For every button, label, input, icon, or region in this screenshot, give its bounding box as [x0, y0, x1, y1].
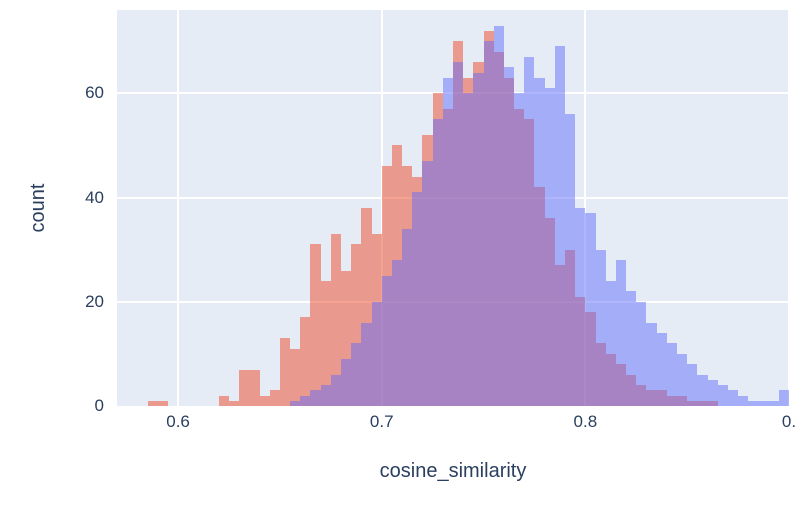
blue-histogram-bar [636, 301, 647, 406]
red-histogram-bar [269, 390, 280, 406]
blue-histogram-bar [330, 374, 341, 406]
red-histogram-bar [290, 348, 301, 406]
red-histogram-bar [300, 317, 311, 406]
blue-histogram-bar [310, 390, 321, 406]
red-histogram-bar [147, 400, 158, 406]
red-histogram-bar [249, 369, 260, 406]
blue-histogram-bar [514, 93, 525, 406]
blue-histogram-bar [768, 400, 779, 406]
y-axis-title: count [26, 183, 49, 233]
blue-histogram-bar [453, 62, 464, 406]
blue-histogram-bar [758, 400, 769, 406]
x-gridline [177, 10, 180, 406]
blue-histogram-bar [534, 77, 545, 406]
y-tick-label: 60 [85, 83, 104, 103]
blue-histogram-bar [697, 374, 708, 406]
y-tick-label: 20 [85, 291, 104, 311]
blue-histogram-bar [727, 390, 739, 406]
blue-histogram-bar [351, 343, 362, 406]
blue-histogram-bar [422, 161, 433, 406]
blue-histogram-bar [595, 249, 606, 406]
blue-histogram-bar [575, 208, 586, 406]
blue-histogram-bar [290, 400, 301, 406]
plot-area [117, 10, 790, 406]
blue-histogram-bar [585, 213, 596, 406]
blue-histogram-bar [626, 291, 637, 406]
x-tick-label: 0.6 [166, 412, 190, 431]
y-tick-label: 40 [85, 187, 104, 207]
x-tick-label: 0.8 [573, 412, 598, 431]
blue-histogram-bar [442, 77, 453, 406]
blue-histogram-bar [361, 322, 372, 406]
x-tick-label: 0. [781, 412, 797, 431]
blue-histogram-bar [565, 114, 576, 406]
red-histogram-bar [229, 400, 240, 406]
red-histogram-bar [330, 234, 341, 406]
red-histogram-bar [259, 395, 270, 406]
y-tick-label: 0 [94, 396, 104, 415]
blue-histogram-bar [778, 390, 789, 406]
x-tick-label: 0.7 [369, 412, 394, 431]
blue-histogram-bar [666, 343, 677, 406]
blue-histogram-bar [320, 385, 331, 406]
blue-histogram-bar [381, 275, 392, 406]
blue-histogram-bar [656, 333, 667, 406]
blue-histogram-bar [524, 56, 535, 406]
blue-histogram-bar [605, 280, 616, 406]
blue-histogram-bar [371, 301, 382, 406]
blue-histogram-bar [503, 67, 515, 406]
red-histogram-bar [310, 244, 321, 406]
blue-histogram-bar [677, 353, 688, 406]
red-histogram-bar [218, 395, 229, 406]
blue-histogram-bar [412, 192, 423, 406]
blue-histogram-bar [615, 260, 627, 406]
blue-histogram-bar [473, 72, 484, 406]
blue-histogram-bar [554, 46, 565, 406]
blue-histogram-bar [493, 25, 504, 406]
red-histogram-bar [157, 400, 168, 406]
blue-histogram-bar [300, 395, 311, 406]
red-histogram-bar [361, 208, 372, 406]
red-histogram-bar [320, 280, 331, 406]
x-axis-title: cosine_similarity [379, 460, 527, 482]
red-histogram-bar [239, 369, 250, 406]
blue-histogram-bar [707, 379, 718, 406]
blue-histogram-layer [117, 10, 789, 406]
blue-histogram-bar [463, 93, 474, 406]
blue-histogram-bar [748, 400, 759, 406]
blue-histogram-bar [646, 322, 657, 406]
blue-histogram-bar [483, 41, 494, 406]
red-histogram-bar [279, 338, 291, 406]
blue-histogram-bar [402, 228, 413, 406]
blue-histogram-bar [544, 88, 555, 406]
blue-histogram-bar [341, 359, 352, 406]
x-gridline [788, 10, 790, 406]
red-histogram-bar [351, 244, 362, 406]
blue-histogram-bar [391, 260, 403, 406]
red-histogram-bar [341, 270, 352, 406]
blue-histogram-bar [432, 119, 443, 406]
blue-histogram-bar [717, 385, 728, 406]
blue-histogram-bar [687, 364, 698, 406]
blue-histogram-bar [738, 395, 749, 406]
x-gridline [584, 10, 587, 406]
